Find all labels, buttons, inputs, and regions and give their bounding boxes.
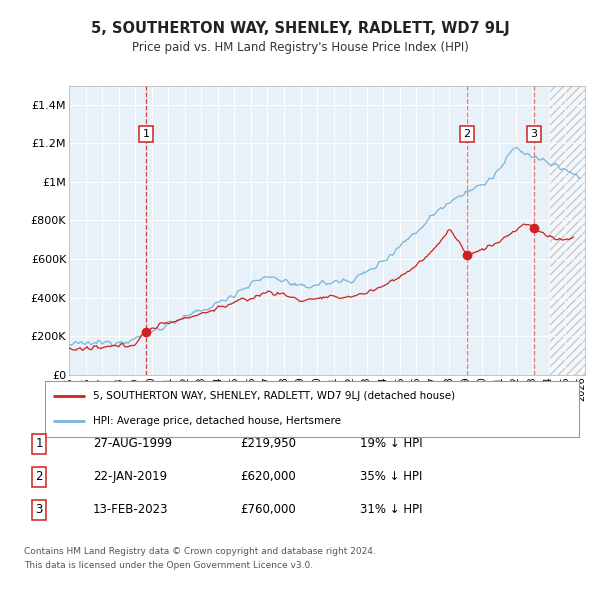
Text: 31% ↓ HPI: 31% ↓ HPI: [360, 503, 422, 516]
Text: This data is licensed under the Open Government Licence v3.0.: This data is licensed under the Open Gov…: [24, 561, 313, 570]
Text: 1: 1: [35, 437, 43, 450]
Text: £219,950: £219,950: [240, 437, 296, 450]
Text: 22-JAN-2019: 22-JAN-2019: [93, 470, 167, 483]
Text: 2: 2: [464, 129, 470, 139]
Text: 3: 3: [35, 503, 43, 516]
Text: 2: 2: [35, 470, 43, 483]
Text: 35% ↓ HPI: 35% ↓ HPI: [360, 470, 422, 483]
Text: Price paid vs. HM Land Registry's House Price Index (HPI): Price paid vs. HM Land Registry's House …: [131, 41, 469, 54]
Text: 5, SOUTHERTON WAY, SHENLEY, RADLETT, WD7 9LJ: 5, SOUTHERTON WAY, SHENLEY, RADLETT, WD7…: [91, 21, 509, 35]
Text: Contains HM Land Registry data © Crown copyright and database right 2024.: Contains HM Land Registry data © Crown c…: [24, 547, 376, 556]
Text: £760,000: £760,000: [240, 503, 296, 516]
Text: 27-AUG-1999: 27-AUG-1999: [93, 437, 172, 450]
Text: HPI: Average price, detached house, Hertsmere: HPI: Average price, detached house, Hert…: [93, 417, 341, 427]
Text: £620,000: £620,000: [240, 470, 296, 483]
Text: 5, SOUTHERTON WAY, SHENLEY, RADLETT, WD7 9LJ (detached house): 5, SOUTHERTON WAY, SHENLEY, RADLETT, WD7…: [93, 391, 455, 401]
Text: 19% ↓ HPI: 19% ↓ HPI: [360, 437, 422, 450]
Text: 13-FEB-2023: 13-FEB-2023: [93, 503, 169, 516]
Text: 3: 3: [530, 129, 538, 139]
Text: 1: 1: [142, 129, 149, 139]
